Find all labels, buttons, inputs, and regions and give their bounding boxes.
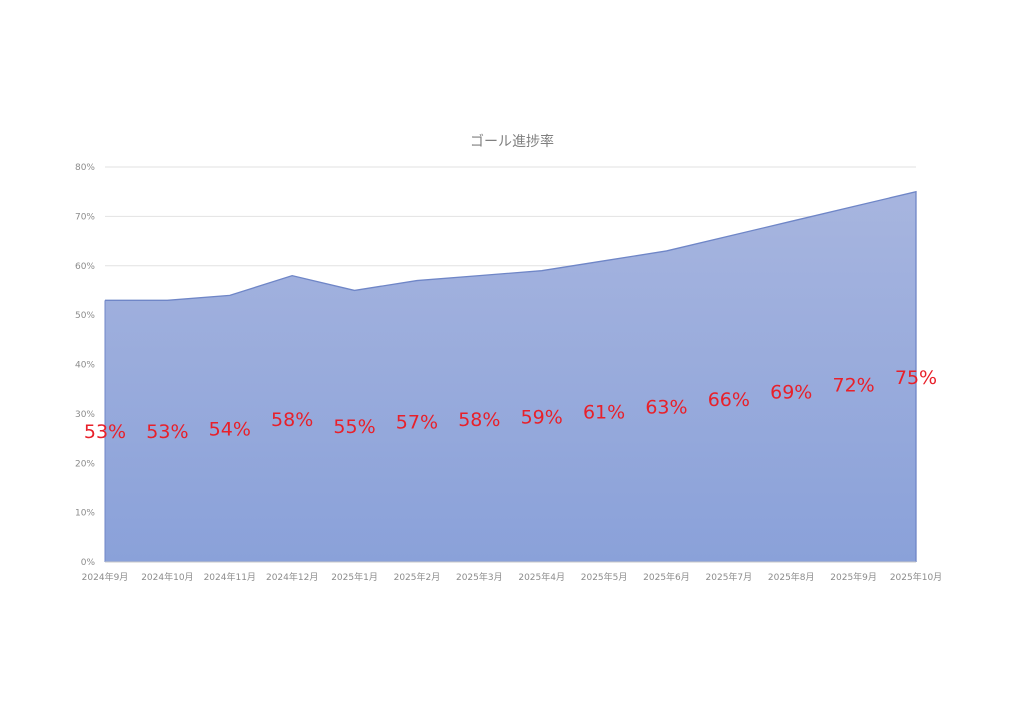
data-label: 57% bbox=[396, 411, 438, 433]
data-label: 55% bbox=[333, 416, 375, 438]
y-tick-label: 50% bbox=[75, 311, 95, 321]
data-label: 59% bbox=[521, 406, 563, 428]
x-tick-label: 2025年6月 bbox=[643, 571, 690, 583]
series-line bbox=[105, 190, 917, 562]
x-tick-label: 2025年1月 bbox=[331, 571, 378, 583]
data-label: 53% bbox=[84, 421, 126, 443]
y-tick-label: 10% bbox=[75, 509, 95, 519]
data-label: 54% bbox=[209, 419, 251, 441]
x-tick-label: 2024年11月 bbox=[204, 571, 256, 583]
y-tick-label: 0% bbox=[81, 558, 96, 568]
data-label: 66% bbox=[708, 389, 750, 411]
x-tick-label: 2025年2月 bbox=[394, 571, 441, 583]
chart-title: ゴール進捗率 bbox=[470, 133, 554, 150]
x-tick-label: 2025年10月 bbox=[890, 571, 942, 583]
plot-area bbox=[104, 190, 917, 562]
y-tick-label: 30% bbox=[75, 410, 95, 420]
y-axis: 0% 10% 20% 30% 40% 50% 60% 70% 80% bbox=[75, 163, 95, 568]
x-tick-label: 2024年12月 bbox=[266, 571, 318, 583]
y-tick-label: 40% bbox=[75, 361, 95, 371]
x-tick-label: 2024年10月 bbox=[141, 571, 193, 583]
x-tick-label: 2025年5月 bbox=[581, 571, 628, 583]
x-tick-label: 2024年9月 bbox=[82, 571, 129, 583]
data-label: 75% bbox=[895, 367, 937, 389]
data-label: 58% bbox=[271, 409, 313, 431]
data-label: 61% bbox=[583, 401, 625, 423]
x-tick-label: 2025年4月 bbox=[518, 571, 565, 583]
y-tick-label: 80% bbox=[75, 163, 95, 173]
x-axis: 2024年9月 2024年10月 2024年11月 2024年12月 2025年1月 20… bbox=[82, 561, 942, 583]
y-tick-label: 20% bbox=[75, 459, 95, 469]
data-label: 53% bbox=[146, 421, 188, 443]
x-tick-label: 2025年3月 bbox=[456, 571, 503, 583]
x-tick-label: 2025年9月 bbox=[830, 571, 877, 583]
data-label: 63% bbox=[645, 396, 687, 418]
data-labels: 53% 53% 54% 58% 55% 57% 58% 59% 61% 63% 66% 69% 72% 7… bbox=[84, 367, 937, 443]
area-fill bbox=[105, 191, 916, 562]
data-label: 69% bbox=[770, 382, 812, 404]
y-tick-label: 70% bbox=[75, 212, 95, 222]
data-label: 72% bbox=[832, 374, 874, 396]
data-label: 58% bbox=[458, 409, 500, 431]
x-tick-label: 2025年8月 bbox=[768, 571, 815, 583]
y-tick-label: 60% bbox=[75, 262, 95, 272]
x-tick-label: 2025年7月 bbox=[706, 571, 753, 583]
